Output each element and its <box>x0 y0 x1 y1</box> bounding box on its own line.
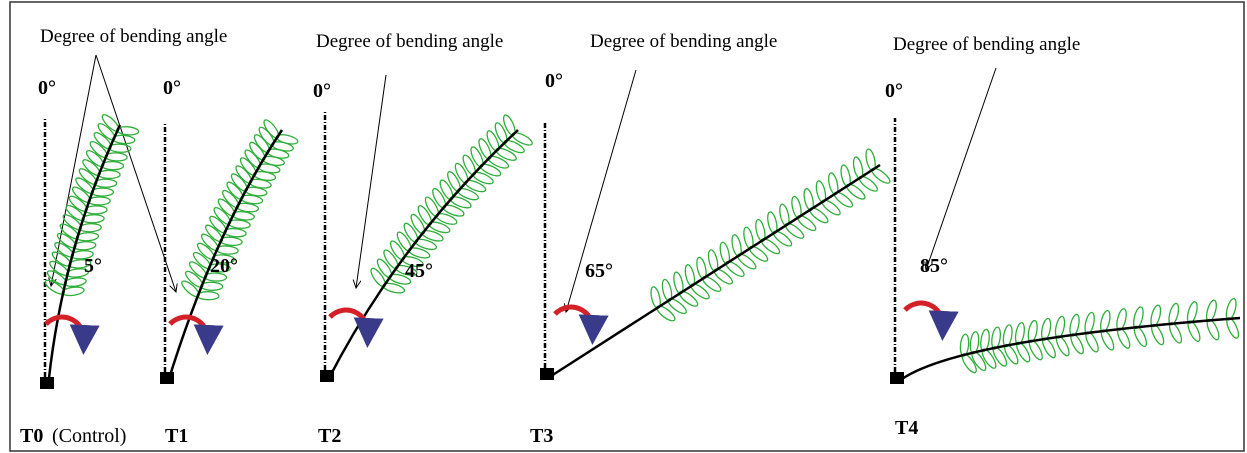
angle-label: 85° <box>920 255 948 277</box>
zero-label: 0° <box>163 77 181 99</box>
stem-base <box>40 377 54 389</box>
stem <box>166 129 284 383</box>
angle-label: 5° <box>84 255 102 277</box>
annotation: Degree of bending angle <box>40 26 227 47</box>
angle-label: 20° <box>210 255 238 277</box>
pointer-arrows <box>51 54 997 312</box>
angle-label: 65° <box>585 260 613 282</box>
stem <box>897 316 1241 383</box>
panel-label: T3 <box>530 425 553 447</box>
stem <box>326 129 519 381</box>
panel-label: T1 <box>165 425 188 447</box>
panel-label: T0 <box>20 425 43 447</box>
stem <box>46 124 122 388</box>
angle-label: 45° <box>405 260 433 282</box>
panel-note: (Control) <box>52 425 126 447</box>
bend-arc <box>903 300 959 341</box>
zero-label: 0° <box>545 70 563 92</box>
annotation: Degree of bending angle <box>893 34 1080 55</box>
annotation: Degree of bending angle <box>590 31 777 52</box>
zero-label: 0° <box>885 80 903 102</box>
stem <box>547 163 881 380</box>
bend-arc <box>44 314 100 355</box>
frame <box>9 1 1245 452</box>
zero-label: 0° <box>313 80 331 102</box>
stem-base <box>540 368 554 380</box>
zero-label: 0° <box>38 77 56 99</box>
bend-arc <box>553 304 609 345</box>
bend-arc <box>328 307 384 348</box>
bend-arc <box>168 314 224 355</box>
panel-label: T2 <box>318 425 341 447</box>
annotation: Degree of bending angle <box>316 31 503 52</box>
stem-base <box>160 372 174 384</box>
panel-label: T4 <box>895 417 918 439</box>
